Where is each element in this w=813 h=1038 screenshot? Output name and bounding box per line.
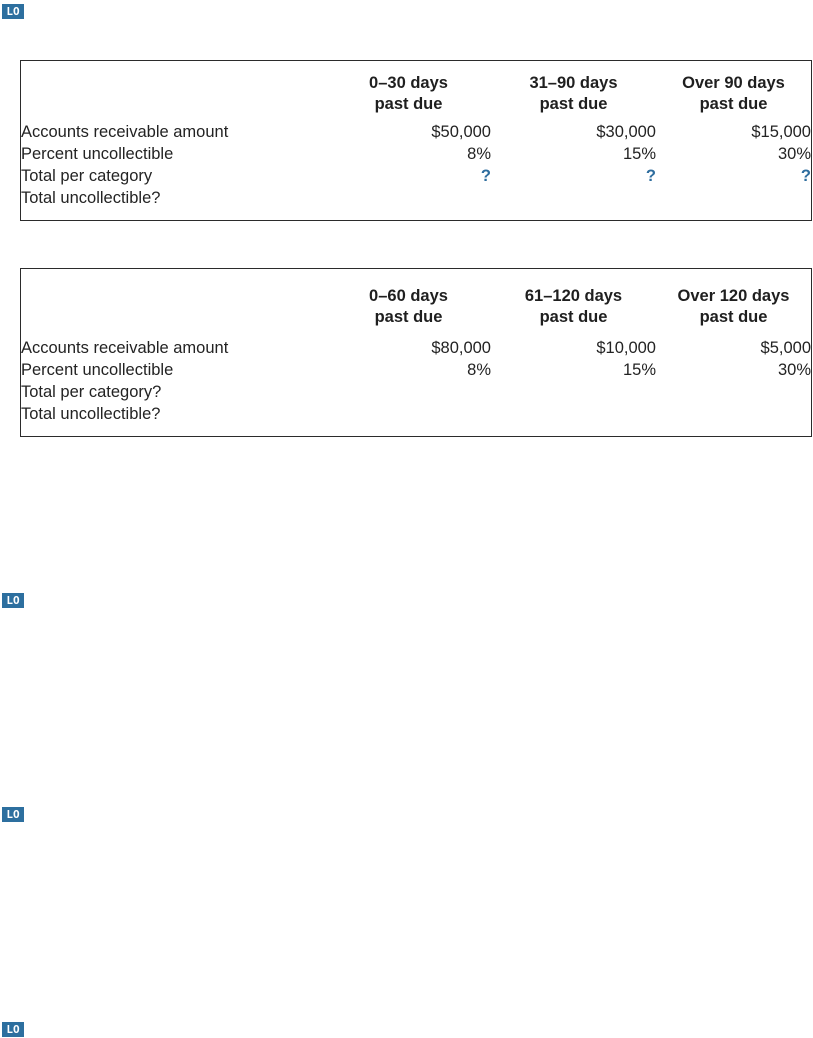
column-header-line1: 61–120 days (524, 287, 623, 305)
header-spacer (21, 73, 326, 121)
column-header-line1: Over 90 days (682, 74, 785, 92)
row-label: Total uncollectible? (21, 189, 161, 207)
value-cell (326, 403, 491, 425)
table-row-total-uncollectible: Total uncollectible? (21, 187, 811, 209)
aging-table-1: 0–30 days past due 31–90 days past due O… (20, 60, 812, 221)
value-cell (326, 187, 491, 209)
question-mark-cell: ? (645, 167, 656, 185)
lo-badge: LO (2, 807, 24, 822)
value-cell (656, 187, 811, 209)
aging-table-2: 0–60 days past due 61–120 days past due … (20, 268, 812, 437)
column-header-line1: Over 120 days (677, 287, 790, 305)
column-header-31-90-days: 31–90 days past due (491, 73, 656, 121)
lo-badge: LO (2, 1022, 24, 1037)
table-row-total-per-category: Total per category ? ? ? (21, 165, 811, 187)
value-cell: 30% (777, 145, 811, 163)
row-label: Total uncollectible? (21, 405, 161, 423)
column-header-line2: past due (374, 308, 443, 326)
column-header-line1: 0–60 days (369, 287, 448, 305)
aging-table-1-grid: 0–30 days past due 31–90 days past due O… (21, 73, 811, 209)
table-row-percent-uncollectible: Percent uncollectible 8% 15% 30% (21, 143, 811, 165)
value-cell (656, 403, 811, 425)
value-cell: $10,000 (596, 339, 656, 357)
table-row-total-per-category: Total per category? (21, 381, 811, 403)
row-label: Total per category (21, 167, 153, 185)
lo-badge: LO (2, 4, 24, 19)
value-cell: $30,000 (596, 123, 656, 141)
value-cell (491, 403, 656, 425)
value-cell: 15% (622, 361, 656, 379)
row-label: Total per category? (21, 383, 162, 401)
table-row-receivable-amount: Accounts receivable amount $50,000 $30,0… (21, 121, 811, 143)
column-header-0-60-days: 0–60 days past due (326, 286, 491, 337)
column-header-line2: past due (699, 95, 768, 113)
value-cell (326, 381, 491, 403)
aging-table-2-grid: 0–60 days past due 61–120 days past due … (21, 286, 811, 425)
row-label: Percent uncollectible (21, 361, 174, 379)
value-cell: 8% (467, 145, 491, 163)
column-header-line1: 31–90 days (529, 74, 618, 92)
value-cell (491, 187, 656, 209)
column-header-line1: 0–30 days (369, 74, 448, 92)
row-label: Accounts receivable amount (21, 123, 229, 141)
value-cell: 8% (467, 361, 491, 379)
row-label: Accounts receivable amount (21, 339, 229, 357)
column-header-over-90-days: Over 90 days past due (656, 73, 811, 121)
value-cell: 15% (622, 145, 656, 163)
table-row-receivable-amount: Accounts receivable amount $80,000 $10,0… (21, 337, 811, 359)
column-header-line2: past due (539, 95, 608, 113)
header-row: 0–60 days past due 61–120 days past due … (21, 286, 811, 337)
column-header-line2: past due (539, 308, 608, 326)
column-header-line2: past due (699, 308, 768, 326)
value-cell (656, 381, 811, 403)
value-cell: $15,000 (751, 123, 811, 141)
value-cell: $50,000 (431, 123, 491, 141)
question-mark-cell: ? (800, 167, 811, 185)
value-cell: 30% (777, 361, 811, 379)
table-row-total-uncollectible: Total uncollectible? (21, 403, 811, 425)
header-row: 0–30 days past due 31–90 days past due O… (21, 73, 811, 121)
value-cell: $5,000 (760, 339, 811, 357)
question-mark-cell: ? (480, 167, 491, 185)
header-spacer (21, 286, 326, 337)
lo-badge: LO (2, 593, 24, 608)
value-cell: $80,000 (431, 339, 491, 357)
row-label: Percent uncollectible (21, 145, 174, 163)
column-header-over-120-days: Over 120 days past due (656, 286, 811, 337)
column-header-0-30-days: 0–30 days past due (326, 73, 491, 121)
column-header-61-120-days: 61–120 days past due (491, 286, 656, 337)
table-row-percent-uncollectible: Percent uncollectible 8% 15% 30% (21, 359, 811, 381)
value-cell (491, 381, 656, 403)
column-header-line2: past due (374, 95, 443, 113)
